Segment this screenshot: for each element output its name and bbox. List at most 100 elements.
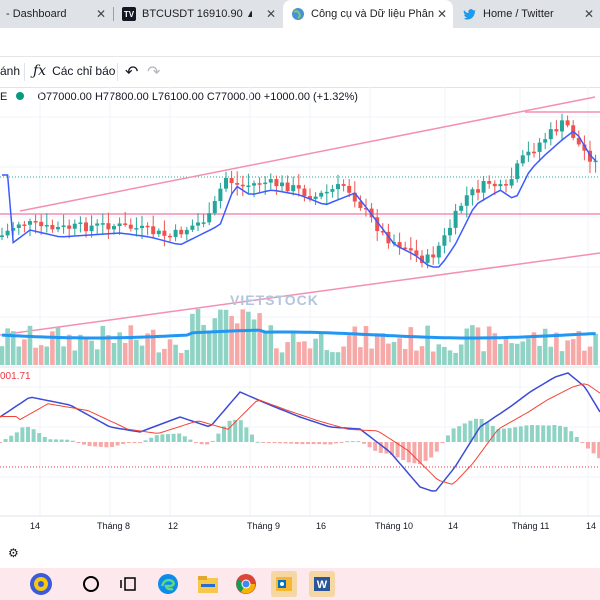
volume-bar — [380, 333, 386, 365]
candle-body — [224, 177, 228, 189]
candle-body — [436, 245, 441, 258]
file-explorer-icon[interactable] — [195, 571, 221, 597]
channel-upper-line — [19, 96, 596, 212]
symbol-partial: E — [0, 91, 8, 103]
macd-histogram-bar — [87, 442, 92, 447]
macd-histogram-bar — [418, 442, 422, 465]
macd-histogram-bar — [266, 442, 271, 443]
tab-btcusdt[interactable]: TV BTCUSDT 16910.90 ▲ +1.31% ✕ — [114, 0, 282, 28]
volume-bar — [397, 338, 402, 365]
compare-button-partial[interactable]: ánh — [0, 64, 21, 78]
chrome-icon[interactable] — [233, 571, 259, 597]
volume-bar — [145, 333, 150, 365]
volume-bar — [268, 325, 274, 365]
candle-body — [151, 226, 156, 235]
volume-bar — [94, 349, 100, 365]
close-icon[interactable]: ✕ — [262, 7, 276, 21]
candle-body — [453, 210, 458, 228]
macd-histogram-bar — [524, 425, 529, 442]
macd-histogram-bar — [82, 442, 86, 445]
volume-bar — [464, 328, 470, 365]
search-icon[interactable] — [78, 571, 104, 597]
redo-icon[interactable]: ↷ — [147, 64, 161, 81]
macd-histogram-bar — [121, 442, 126, 444]
candle-body — [78, 222, 83, 224]
volume-bar — [262, 332, 268, 365]
volume-bar — [425, 325, 430, 365]
candle-body — [448, 227, 452, 236]
macd-histogram-bar — [485, 422, 490, 442]
volume-bar — [246, 311, 251, 365]
candle-body — [341, 184, 346, 186]
candle-body — [39, 221, 44, 227]
volume-bar — [481, 351, 486, 365]
volume-bar — [313, 338, 318, 365]
vietstock-watermark: VIETSTOCK — [230, 292, 319, 308]
time-zone-icon[interactable]: ⚙ — [8, 546, 19, 560]
candle-body — [106, 223, 111, 230]
candle-body — [56, 226, 60, 230]
volume-bar — [33, 347, 38, 365]
tab-twitter[interactable]: Home / Twitter ✕ — [455, 0, 600, 28]
macd-histogram-bar — [104, 442, 109, 448]
tab-dashboard[interactable]: - Dashboard ✕ — [0, 0, 112, 28]
close-icon[interactable]: ✕ — [583, 7, 594, 21]
macd-histogram-bar — [9, 435, 14, 442]
macd-line — [0, 372, 600, 492]
x-tick-label: Tháng 8 — [97, 521, 131, 531]
volume-bar — [414, 350, 419, 365]
volume-bar — [503, 338, 509, 365]
volume-bar — [184, 349, 190, 365]
volume-bar — [72, 350, 78, 365]
edge-icon[interactable] — [155, 571, 181, 597]
candle-body — [123, 223, 128, 225]
macd-histogram-bar — [76, 442, 81, 443]
candle-body — [84, 222, 88, 232]
candle-body — [347, 185, 352, 193]
volume-bar — [318, 332, 324, 365]
macd-histogram-bar — [530, 424, 534, 442]
close-icon[interactable]: ✕ — [433, 7, 447, 21]
macd-histogram-bar — [26, 426, 30, 442]
candle-body — [162, 230, 167, 236]
start-icon[interactable] — [28, 571, 54, 597]
volume-bar — [234, 323, 240, 365]
candle-body — [420, 255, 424, 263]
macd-histogram-bar — [306, 442, 310, 445]
close-icon[interactable]: ✕ — [95, 7, 106, 21]
candle-body — [459, 205, 464, 211]
candle-body — [588, 150, 592, 162]
candle-body — [218, 188, 223, 202]
eye-icon[interactable] — [16, 92, 25, 100]
function-icon: ƒx — [33, 63, 47, 79]
toolbar-divider — [117, 63, 118, 81]
volume-bar — [218, 309, 223, 365]
volume-bar — [55, 327, 61, 365]
volume-bar — [279, 352, 285, 365]
indicators-button[interactable]: ƒx Các chỉ báo — [33, 63, 115, 79]
candle-body — [582, 144, 587, 151]
macd-histogram-bar — [502, 428, 506, 442]
candle-body — [112, 226, 116, 230]
macd-histogram-bar — [563, 426, 568, 442]
volume-bar — [447, 350, 453, 365]
macd-histogram-bar — [199, 442, 204, 445]
price-chart[interactable] — [0, 87, 600, 527]
macd-histogram-bar — [166, 434, 170, 442]
macd-histogram-bar — [70, 440, 75, 442]
word-icon[interactable]: W — [309, 571, 335, 597]
undo-icon[interactable]: ↶ — [125, 64, 139, 81]
outlook-icon[interactable] — [271, 571, 297, 597]
volume-bar — [190, 313, 195, 365]
candle-body — [380, 231, 385, 233]
macd-histogram-bar — [507, 428, 512, 442]
candle-body — [543, 139, 548, 143]
volume-bar — [128, 325, 134, 365]
task-view-icon[interactable] — [115, 571, 141, 597]
tab-cong-cu[interactable]: Công cụ và Dữ liệu Phân tích ✕ — [283, 0, 453, 28]
candle-body — [50, 224, 55, 230]
candle-body — [173, 229, 178, 237]
x-tick-label: 16 — [316, 521, 327, 531]
address-bar-area — [0, 28, 600, 57]
macd-histogram-bar — [143, 440, 148, 442]
